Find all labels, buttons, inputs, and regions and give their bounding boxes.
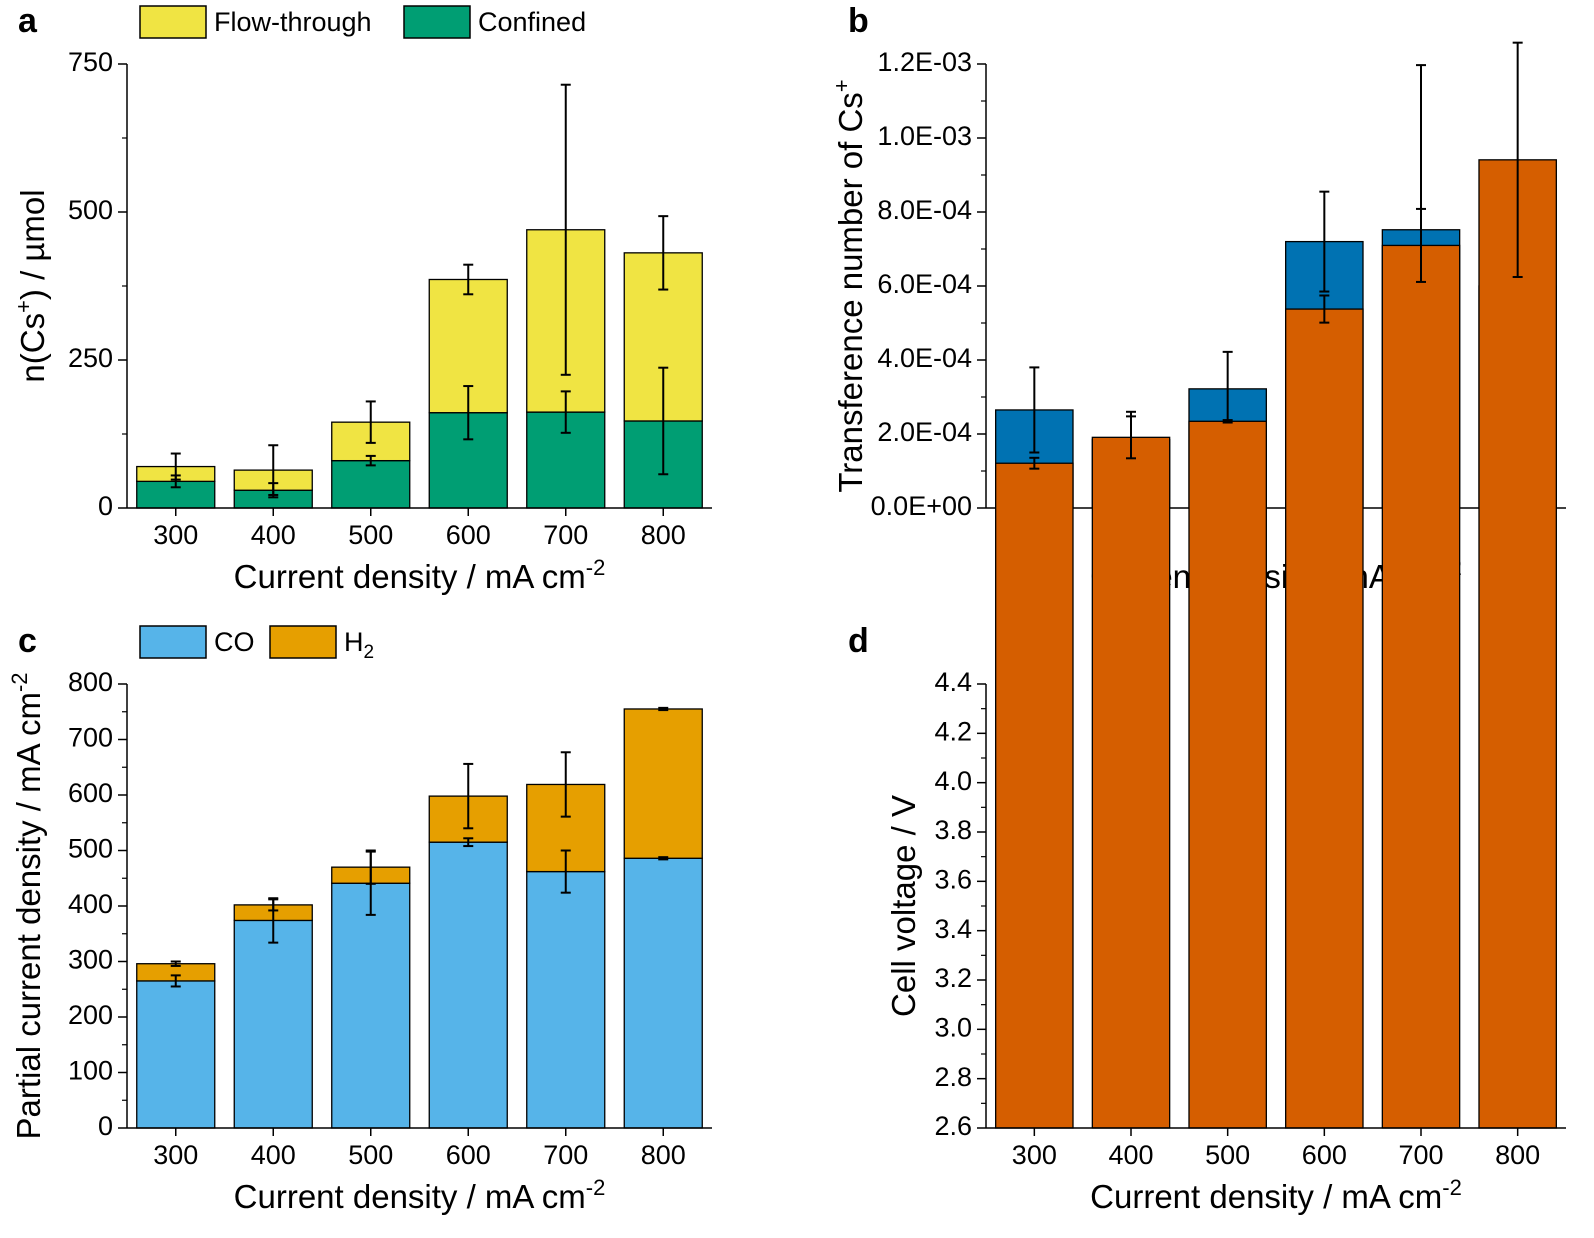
y-tick-label: 500 bbox=[68, 834, 113, 864]
x-tick-label: 400 bbox=[251, 520, 296, 550]
bar bbox=[1381, 244, 1461, 1129]
legend: CO H2 bbox=[139, 625, 374, 663]
y-tick-label: 600 bbox=[68, 778, 113, 808]
bar bbox=[623, 708, 703, 859]
y-axis-title: Partial current density / mA cm-2 bbox=[7, 672, 47, 1139]
x-axis-title: Current density / mA cm-2 bbox=[1090, 1175, 1462, 1215]
y-axis-title: Transference number of Cs+ bbox=[829, 79, 869, 492]
x-tick-label: 700 bbox=[543, 1140, 588, 1170]
y-axis-title: n(Cs+) / µmol bbox=[11, 189, 51, 382]
bar bbox=[1285, 308, 1364, 1129]
y-tick-label: 8.0E-04 bbox=[877, 195, 972, 225]
panel-d: d 2.6 2.8 3.0 3.2 3.4 3.6 3.8 4.0 4.2 4.4 300 400 500… bbox=[848, 41, 1566, 1215]
y-tick-label: 4.2 bbox=[934, 716, 972, 746]
y-tick-label: 6.0E-04 bbox=[877, 269, 972, 299]
y-tick-label: 3.0 bbox=[934, 1012, 972, 1042]
legend-swatch bbox=[403, 5, 471, 39]
panel-c: c 0 100 200 300 400 500 600 700 800 300 400 500 600 70… bbox=[7, 622, 712, 1215]
x-tick-label: 300 bbox=[153, 1140, 198, 1170]
bar bbox=[331, 459, 411, 509]
x-tick-label: 800 bbox=[1495, 1140, 1540, 1170]
y-tick-label: 750 bbox=[68, 47, 113, 77]
x-tick-label: 600 bbox=[446, 520, 491, 550]
panel-letter: b bbox=[848, 2, 869, 40]
bar bbox=[428, 841, 508, 1129]
y-tick-label: 2.6 bbox=[934, 1111, 972, 1141]
bar bbox=[331, 882, 411, 1129]
y-tick-label: 400 bbox=[68, 889, 113, 919]
y-tick-label: 0.0E+00 bbox=[871, 491, 972, 521]
legend-swatch bbox=[269, 625, 337, 659]
legend-label: Flow-through bbox=[214, 7, 372, 37]
x-tick-label: 600 bbox=[1302, 1140, 1347, 1170]
y-tick-label: 700 bbox=[68, 723, 113, 753]
legend-swatch bbox=[139, 5, 207, 39]
legend-label: H2 bbox=[344, 627, 374, 663]
bar bbox=[1091, 436, 1171, 1129]
x-tick-label: 700 bbox=[1398, 1140, 1443, 1170]
bar bbox=[1188, 420, 1267, 1129]
y-tick-label: 3.6 bbox=[934, 864, 972, 894]
x-tick-label: 300 bbox=[153, 520, 198, 550]
bar bbox=[136, 980, 216, 1129]
legend-label: Confined bbox=[478, 7, 586, 37]
y-axis-title: Cell voltage / V bbox=[885, 795, 922, 1017]
x-tick-label: 500 bbox=[348, 520, 393, 550]
y-tick-label: 3.8 bbox=[934, 815, 972, 845]
x-tick-label: 500 bbox=[1205, 1140, 1250, 1170]
bar bbox=[526, 870, 606, 1129]
x-tick-label: 300 bbox=[1012, 1140, 1057, 1170]
y-tick-label: 1.2E-03 bbox=[877, 47, 972, 77]
x-axis-title: Current density / mA cm-2 bbox=[234, 555, 606, 595]
x-tick-label: 500 bbox=[348, 1140, 393, 1170]
x-tick-label: 600 bbox=[446, 1140, 491, 1170]
y-tick-label: 4.4 bbox=[934, 667, 972, 697]
y-tick-label: 3.4 bbox=[934, 914, 972, 944]
x-axis-title: Current density / mA cm-2 bbox=[234, 1175, 606, 1215]
y-tick-label: 0 bbox=[98, 491, 113, 521]
bar bbox=[623, 857, 703, 1129]
panel-a: a 0 250 500 750 300 400 500 600 700 800 Current den… bbox=[11, 2, 712, 595]
y-tick-label: 100 bbox=[68, 1056, 113, 1086]
y-tick-label: 2.8 bbox=[934, 1062, 972, 1092]
panel-letter: a bbox=[18, 2, 38, 40]
y-tick-label: 4.0E-04 bbox=[877, 343, 972, 373]
y-tick-label: 200 bbox=[68, 1000, 113, 1030]
y-tick-label: 4.0 bbox=[934, 766, 972, 796]
x-tick-label: 800 bbox=[641, 1140, 686, 1170]
x-tick-label: 400 bbox=[1108, 1140, 1153, 1170]
bar bbox=[1478, 159, 1557, 1129]
y-tick-label: 500 bbox=[68, 195, 113, 225]
x-tick-label: 800 bbox=[641, 520, 686, 550]
y-tick-label: 250 bbox=[68, 343, 113, 373]
y-tick-label: 300 bbox=[68, 945, 113, 975]
panel-letter: d bbox=[848, 622, 869, 660]
legend-label: CO bbox=[214, 627, 255, 657]
panel-letter: c bbox=[18, 622, 37, 660]
y-tick-label: 3.2 bbox=[934, 963, 972, 993]
y-tick-label: 1.0E-03 bbox=[877, 121, 972, 151]
x-tick-label: 400 bbox=[251, 1140, 296, 1170]
y-tick-label: 2.0E-04 bbox=[877, 417, 972, 447]
legend-swatch bbox=[139, 625, 207, 659]
x-tick-label: 700 bbox=[543, 520, 588, 550]
bar bbox=[233, 919, 313, 1129]
bar bbox=[995, 462, 1074, 1129]
y-tick-label: 800 bbox=[68, 667, 113, 697]
y-tick-label: 0 bbox=[98, 1111, 113, 1141]
legend: Flow-through Confined bbox=[139, 5, 586, 39]
